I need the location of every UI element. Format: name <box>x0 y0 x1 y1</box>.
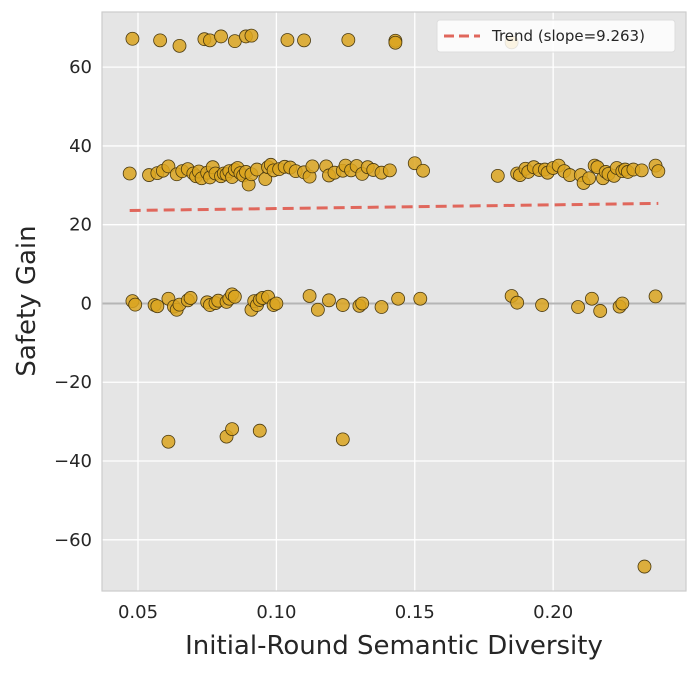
data-point <box>510 295 525 310</box>
data-point <box>582 171 597 186</box>
data-point <box>302 289 317 303</box>
data-point <box>637 559 652 574</box>
data-point <box>305 159 320 174</box>
data-points <box>122 28 666 574</box>
data-point <box>593 304 608 318</box>
y-tick-labels: −60 −40 −20 0 20 40 60 <box>54 57 92 551</box>
x-tick-label: 0.15 <box>395 602 435 623</box>
data-point <box>490 168 505 183</box>
x-tick-label: 0.10 <box>256 602 296 623</box>
data-point <box>374 300 389 314</box>
data-point <box>214 29 228 44</box>
data-point <box>310 302 325 317</box>
data-point <box>391 291 406 306</box>
data-point <box>225 422 239 437</box>
data-point <box>128 297 143 312</box>
data-point <box>150 299 165 314</box>
data-point <box>125 31 140 46</box>
trend-line <box>129 201 659 213</box>
data-point <box>183 291 198 305</box>
data-point <box>416 163 430 178</box>
data-point <box>161 434 176 449</box>
data-point <box>322 293 336 308</box>
plot-border <box>101 11 687 592</box>
data-point <box>297 33 311 48</box>
data-point <box>382 163 397 178</box>
legend: Trend (slope=9.263) <box>436 19 676 53</box>
data-point <box>122 166 137 181</box>
trend-line-group <box>129 201 659 213</box>
y-tick-label: 0 <box>81 293 92 314</box>
x-tick-label: 0.05 <box>118 602 158 623</box>
data-point <box>584 291 599 306</box>
y-axis-title: Safety Gain <box>12 225 42 376</box>
data-point <box>252 423 267 438</box>
data-point <box>651 164 666 179</box>
data-point <box>335 432 350 447</box>
data-point <box>227 289 242 304</box>
data-point <box>615 296 630 311</box>
data-point <box>172 38 187 53</box>
data-point <box>244 28 259 43</box>
data-point <box>280 33 295 47</box>
data-point <box>634 163 649 178</box>
data-point <box>535 298 549 312</box>
data-point <box>571 300 585 314</box>
x-axis-title: Initial-Round Semantic Diversity <box>185 631 603 661</box>
data-point <box>648 289 663 304</box>
legend-trend-label: Trend (slope=9.263) <box>491 27 645 45</box>
y-tick-label: −60 <box>54 530 92 551</box>
y-tick-label: 60 <box>69 57 92 78</box>
data-point <box>341 33 356 47</box>
data-point <box>269 296 284 311</box>
x-tick-labels: 0.05 0.10 0.15 0.20 <box>118 602 573 623</box>
data-point <box>153 33 168 48</box>
y-tick-label: 40 <box>69 136 92 157</box>
y-tick-label: −20 <box>54 372 92 393</box>
y-tick-label: −40 <box>54 451 92 472</box>
x-tick-label: 0.20 <box>533 602 573 623</box>
data-point <box>413 291 428 306</box>
data-point <box>335 298 350 312</box>
y-tick-label: 20 <box>69 215 92 236</box>
data-point <box>355 296 370 311</box>
legend-box <box>436 19 676 53</box>
data-point <box>388 35 403 50</box>
